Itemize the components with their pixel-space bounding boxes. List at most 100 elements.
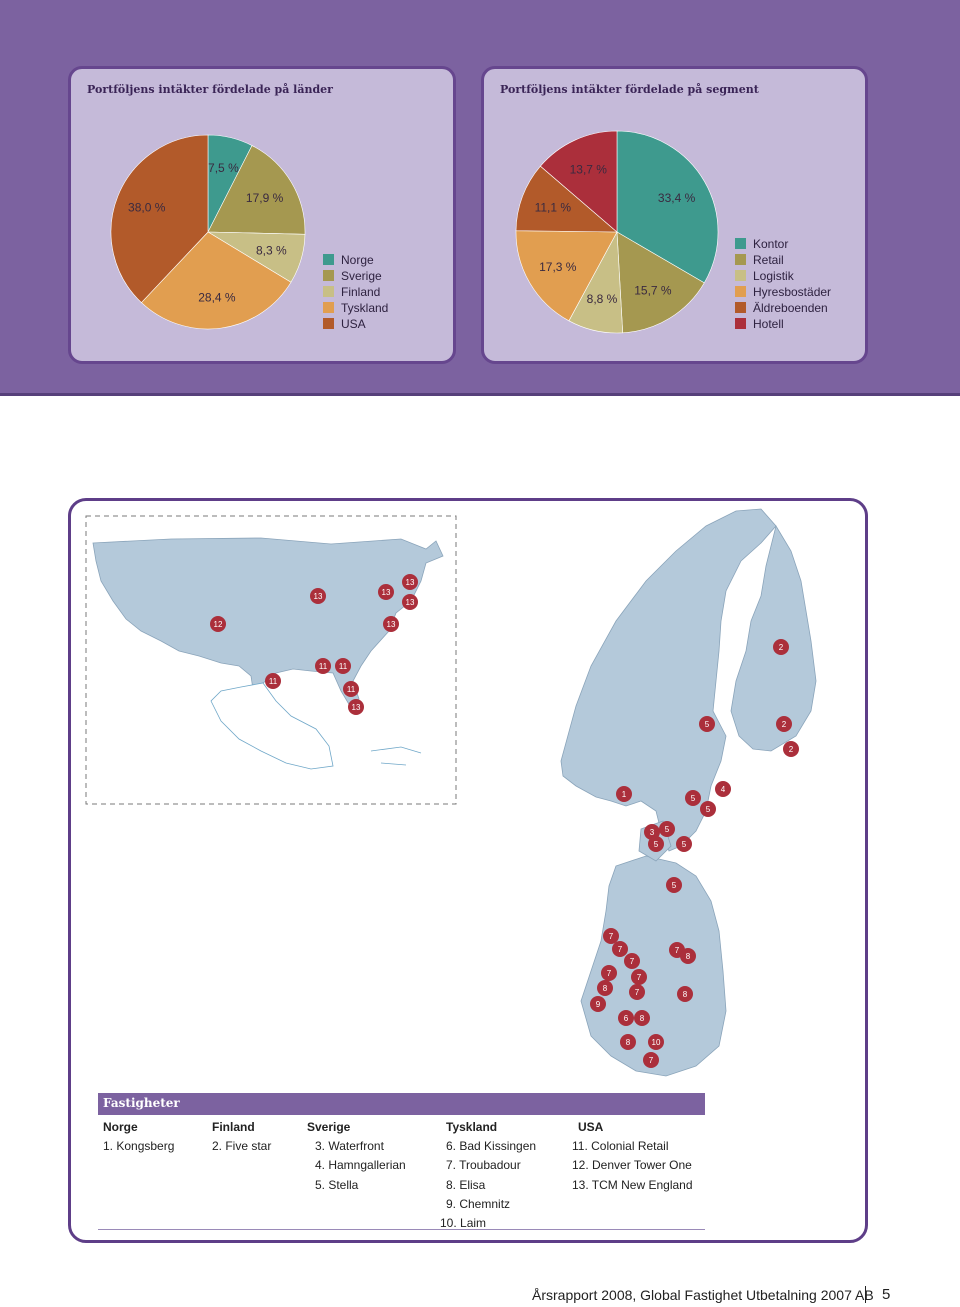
property-item: 4. Hamngallerian: [315, 1158, 406, 1173]
legend-label: USA: [341, 317, 366, 331]
map-marker: [335, 658, 351, 674]
property-map: 13 13 13 13 12 13 11 11 11 11 13 2 5 2 2 1 5 4 5 3 5 5 5 5 7 7 7 7 8…: [68, 498, 868, 1243]
germany-region-landmass: [580, 855, 727, 1077]
map-marker: [210, 616, 226, 632]
prop-col-heading: Tyskland: [446, 1120, 498, 1134]
map-marker-label: 7: [649, 1056, 654, 1065]
legend-label: Äldreboenden: [753, 301, 828, 315]
prop-col-finland: Finland 2. Five star: [212, 1118, 271, 1156]
map-marker: [643, 1052, 659, 1068]
pie-slice-äldreboenden: [515, 165, 618, 233]
legend-swatch: [735, 270, 746, 281]
legend-swatch: [735, 254, 746, 265]
map-marker: [648, 1034, 664, 1050]
legend-label: Logistik: [753, 269, 794, 283]
map-marker-label: 13: [314, 592, 323, 601]
map-marker-label: 8: [640, 1014, 645, 1023]
scandinavia-landmass: [560, 508, 777, 852]
countries-chart-panel: Portföljens intäkter fördelade på länder…: [68, 66, 456, 364]
footer-text: Årsrapport 2008, Global Fastighet Utbeta…: [532, 1287, 874, 1303]
map-marker-label: 6: [624, 1014, 629, 1023]
map-marker: [378, 584, 394, 600]
map-marker: [715, 781, 731, 797]
legend-label: Norge: [341, 253, 374, 267]
map-marker-label: 13: [406, 598, 415, 607]
map-marker-label: 8: [686, 952, 691, 961]
map-marker-label: 7: [675, 946, 680, 955]
legend-label: Tyskland: [341, 301, 389, 315]
legend-swatch: [323, 302, 334, 313]
map-marker: [666, 877, 682, 893]
pie-value-label: 8,8 %: [587, 292, 618, 306]
pie-value-label: 17,9 %: [246, 191, 284, 205]
map-marker: [618, 1010, 634, 1026]
map-marker: [677, 986, 693, 1002]
pie-slice-hotell: [539, 130, 618, 233]
map-marker-label: 12: [214, 620, 223, 629]
map-marker-label: 13: [406, 578, 415, 587]
map-marker: [402, 594, 418, 610]
page-number: 5: [882, 1286, 891, 1303]
prop-col-heading: USA: [578, 1120, 604, 1134]
property-item: 6. Bad Kissingen: [446, 1139, 537, 1153]
map-marker: [685, 790, 701, 806]
header-band-edge: [0, 393, 960, 396]
pie-value-label: 17,3 %: [539, 260, 577, 274]
segments-chart-panel: Portföljens intäkter fördelade på segmen…: [481, 66, 868, 364]
map-marker: [597, 980, 613, 996]
map-marker-label: 5: [691, 794, 696, 803]
legend-item: Logistik: [735, 268, 831, 284]
map-marker-label: 13: [352, 703, 361, 712]
prop-col-tyskland: Tyskland 6. Bad Kissingen 7. Troubadour …: [440, 1118, 537, 1233]
legend-item: Finland: [323, 284, 388, 300]
map-marker-label: 5: [705, 720, 710, 729]
pie-slice-hyresbostäder: [515, 230, 618, 322]
map-marker-label: 8: [626, 1038, 631, 1047]
usa-inset-frame: [85, 515, 457, 805]
pie-slice-kontor: [616, 130, 719, 284]
legend-label: Sverige: [341, 269, 382, 283]
pie-value-label: 38,0 %: [128, 201, 166, 215]
pie-value-label: 33,4 %: [658, 191, 696, 205]
legend-swatch: [735, 318, 746, 329]
map-marker: [310, 588, 326, 604]
map-marker-label: 5: [654, 840, 659, 849]
legend-swatch: [735, 286, 746, 297]
pie-value-label: 7,5 %: [208, 161, 239, 175]
map-marker-label: 5: [682, 840, 687, 849]
map-marker-label: 5: [665, 825, 670, 834]
map-marker: [659, 821, 675, 837]
map-marker: [601, 965, 617, 981]
map-marker-label: 4: [721, 785, 726, 794]
prop-col-sverige: Sverige 3. Waterfront 4. Hamngallerian 5…: [307, 1118, 406, 1195]
map-marker-label: 7: [637, 973, 642, 982]
property-item: 2. Five star: [212, 1139, 272, 1153]
map-marker: [620, 1034, 636, 1050]
property-item: 3. Waterfront: [315, 1139, 384, 1153]
pie-slice-usa: [110, 134, 209, 303]
map-marker: [676, 836, 692, 852]
map-marker: [624, 953, 640, 969]
property-item: 8. Elisa: [446, 1177, 486, 1192]
map-marker-label: 1: [622, 790, 627, 799]
legend-swatch: [323, 254, 334, 265]
map-marker: [631, 969, 647, 985]
segments-pie-chart: 33,4 % 15,7 % 8,8 % 17,3 % 11,1 % 13,7 %: [515, 130, 719, 334]
segments-chart-title: Portföljens intäkter fördelade på segmen…: [500, 83, 759, 96]
pie-slice-retail: [616, 231, 705, 334]
prop-col-heading: Sverige: [307, 1120, 351, 1134]
mexico-outline: [210, 682, 334, 770]
pie-value-label: 13,7 %: [570, 163, 608, 177]
property-item: 5. Stella: [315, 1177, 359, 1192]
caribbean-outline: [370, 746, 422, 766]
map-marker: [603, 928, 619, 944]
map-marker-label: 2: [779, 643, 784, 652]
map-marker-label: 10: [652, 1038, 661, 1047]
map-marker-label: 9: [596, 1000, 601, 1009]
prop-col-heading: Norge: [103, 1120, 138, 1134]
legend-swatch: [735, 238, 746, 249]
map-marker: [776, 716, 792, 732]
map-marker: [383, 616, 399, 632]
property-item: 13. TCM New England: [572, 1177, 693, 1192]
map-marker: [348, 699, 364, 715]
